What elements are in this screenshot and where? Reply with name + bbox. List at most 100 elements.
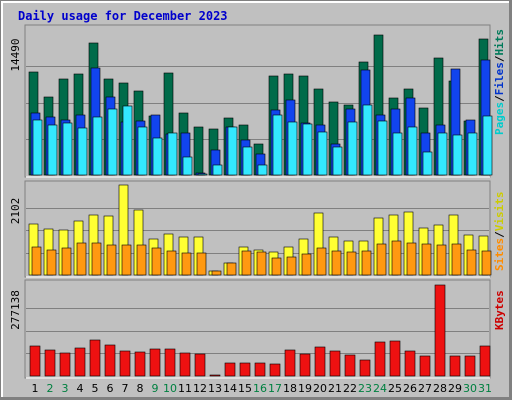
bar-pages-day-7 (122, 105, 133, 176)
bar-sites-day-31 (481, 250, 492, 276)
bar-sites-day-7 (121, 244, 132, 276)
day-label-14: 14 (223, 382, 237, 395)
day-label-24: 24 (373, 382, 387, 395)
bar-pages-day-9 (152, 137, 163, 176)
bar-kbytes-day-1 (29, 345, 41, 377)
bar-pages-day-24 (377, 120, 388, 176)
day-label-12: 12 (193, 382, 207, 395)
bar-kbytes-day-23 (359, 359, 371, 377)
day-label-2: 2 (47, 382, 54, 395)
bar-sites-day-26 (406, 242, 417, 276)
bar-kbytes-day-31 (479, 345, 491, 377)
bar-pages-day-4 (77, 127, 88, 176)
bar-kbytes-day-18 (284, 349, 296, 377)
legend-entry: / (493, 95, 506, 102)
bar-sites-day-19 (301, 253, 312, 276)
day-label-25: 25 (388, 382, 402, 395)
bar-pages-day-15 (242, 146, 253, 176)
bar-sites-day-21 (331, 250, 342, 276)
bar-pages-day-26 (407, 126, 418, 176)
bar-pages-day-12 (197, 173, 208, 176)
bar-kbytes-day-7 (119, 350, 131, 377)
bar-sites-day-29 (451, 243, 462, 276)
bar-pages-day-29 (452, 134, 463, 176)
legend-entry: Hits (493, 29, 506, 56)
bar-kbytes-day-6 (104, 344, 116, 377)
bar-sites-day-24 (376, 243, 387, 276)
bar-pages-day-11 (182, 156, 193, 176)
bar-sites-day-27 (421, 243, 432, 276)
bar-sites-day-14 (226, 262, 237, 276)
bar-kbytes-day-29 (449, 355, 461, 377)
bar-kbytes-day-13 (209, 374, 221, 377)
bar-kbytes-day-30 (464, 355, 476, 377)
panel-visits-sites-legend: Sites/Visits (493, 192, 506, 272)
day-label-8: 8 (137, 382, 144, 395)
bar-kbytes-day-3 (59, 352, 71, 377)
bar-kbytes-day-21 (329, 350, 341, 377)
day-label-9: 9 (152, 382, 159, 395)
day-label-1: 1 (32, 382, 39, 395)
bar-kbytes-day-9 (149, 348, 161, 377)
day-label-15: 15 (238, 382, 252, 395)
bar-pages-day-18 (287, 121, 298, 176)
bar-kbytes-day-22 (344, 354, 356, 377)
bar-kbytes-day-4 (74, 347, 86, 377)
bar-kbytes-day-14 (224, 362, 236, 377)
bar-pages-day-14 (227, 126, 238, 176)
day-label-17: 17 (268, 382, 282, 395)
panel-kbytes-max-label: 277138 (9, 290, 22, 330)
bar-kbytes-day-25 (389, 340, 401, 377)
bar-kbytes-day-20 (314, 346, 326, 377)
day-label-10: 10 (163, 382, 177, 395)
day-label-31: 31 (478, 382, 492, 395)
bar-pages-day-20 (317, 131, 328, 176)
day-label-26: 26 (403, 382, 417, 395)
bar-pages-day-3 (62, 122, 73, 176)
bar-sites-day-20 (316, 247, 327, 276)
day-label-18: 18 (283, 382, 297, 395)
legend-entry: Pages (493, 102, 506, 135)
day-label-30: 30 (463, 382, 477, 395)
bar-kbytes-day-28 (434, 284, 446, 377)
bar-sites-day-28 (436, 244, 447, 276)
bar-sites-day-25 (391, 240, 402, 276)
day-label-5: 5 (92, 382, 99, 395)
legend-entry: Visits (493, 192, 506, 232)
bar-kbytes-day-5 (89, 339, 101, 377)
bar-pages-day-21 (332, 146, 343, 176)
panel-kbytes-legend: KBytes (493, 290, 506, 330)
bar-pages-day-10 (167, 132, 178, 176)
bar-pages-day-2 (47, 124, 58, 176)
panel-visits-sites-max-label: 2102 (9, 198, 22, 225)
day-label-23: 23 (358, 382, 372, 395)
day-label-16: 16 (253, 382, 267, 395)
day-label-27: 27 (418, 382, 432, 395)
bar-pages-day-19 (302, 123, 313, 176)
chart-title: Daily usage for December 2023 (18, 9, 228, 23)
day-label-3: 3 (62, 382, 69, 395)
bar-sites-day-23 (361, 250, 372, 276)
bar-pages-day-23 (362, 104, 373, 176)
legend-entry: / (493, 55, 506, 62)
panel-hits-files-pages-legend: Pages/Files/Hits (493, 29, 506, 135)
bar-kbytes-day-15 (239, 362, 251, 377)
bar-pages-day-31 (482, 115, 493, 176)
bar-pages-day-5 (92, 116, 103, 176)
legend-entry: / (493, 231, 506, 238)
bar-sites-day-9 (151, 247, 162, 276)
bar-pages-day-30 (467, 132, 478, 176)
bar-kbytes-day-11 (179, 352, 191, 377)
bar-pages-day-27 (422, 151, 433, 176)
legend-entry: Files (493, 62, 506, 95)
bar-kbytes-day-24 (374, 341, 386, 377)
bar-sites-day-4 (76, 242, 87, 276)
day-label-19: 19 (298, 382, 312, 395)
bar-pages-day-28 (437, 132, 448, 176)
panel-hits-files-pages-max-label: 14490 (9, 38, 22, 71)
bar-sites-day-15 (241, 250, 252, 276)
day-label-28: 28 (433, 382, 447, 395)
bar-pages-day-6 (107, 108, 118, 176)
day-label-21: 21 (328, 382, 342, 395)
